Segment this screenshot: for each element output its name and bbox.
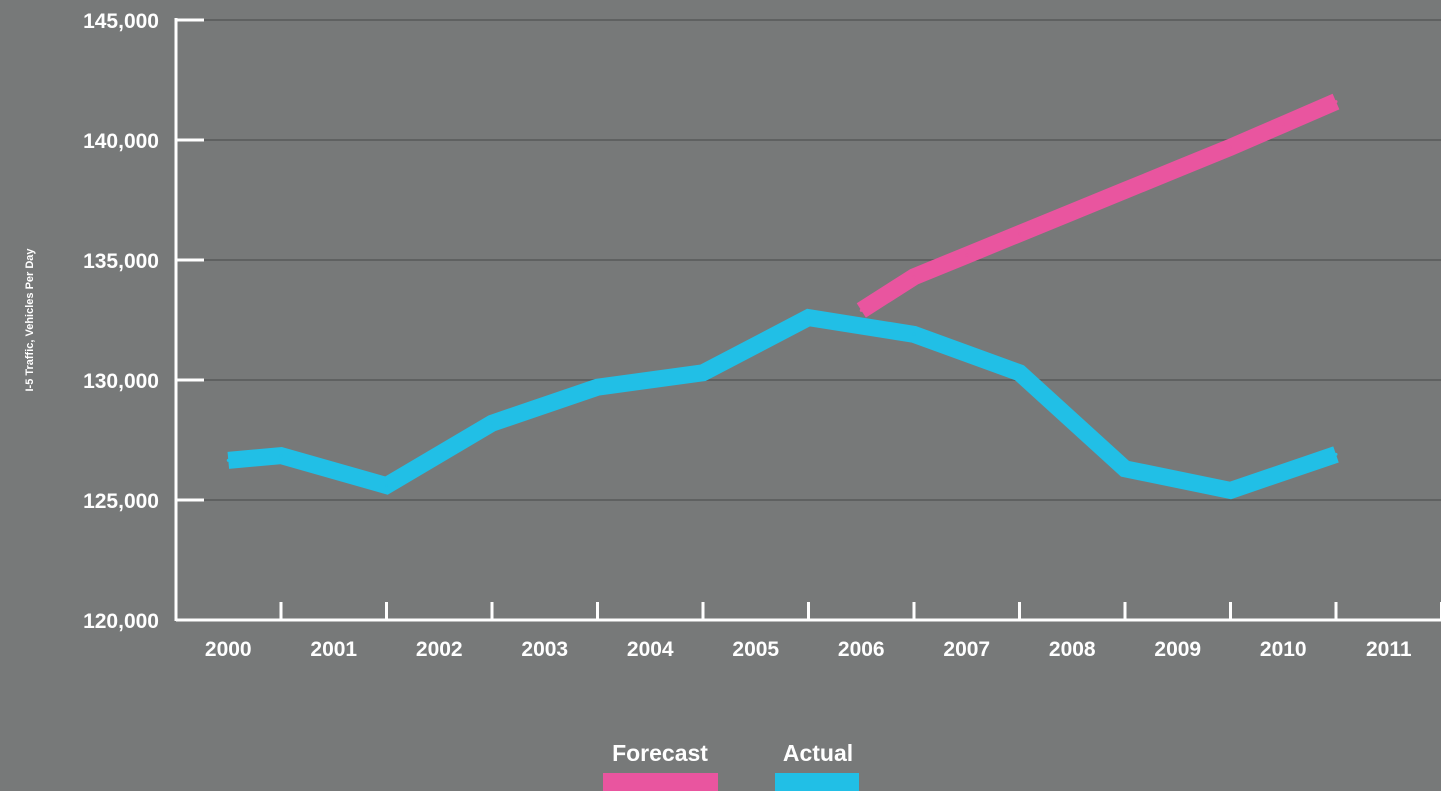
gridlines	[176, 19, 1441, 501]
data-point-actual	[912, 332, 916, 336]
data-point-forecast	[1281, 122, 1285, 126]
y-tick-label: 130,000	[83, 370, 159, 393]
x-tick-label: 2007	[943, 638, 990, 661]
data-point-forecast	[912, 275, 916, 279]
data-point-actual	[1229, 488, 1232, 492]
x-tick-label: 2005	[732, 638, 779, 661]
data-point-actual	[279, 454, 283, 458]
x-tick-label: 2008	[1049, 638, 1096, 661]
x-tick-label: 2001	[310, 638, 357, 661]
data-point-forecast	[965, 253, 969, 257]
data-point-actual	[385, 484, 388, 488]
data-point-actual	[226, 458, 230, 462]
data-point-actual	[701, 371, 705, 375]
data-point-forecast	[859, 308, 863, 312]
x-tick-label: 2003	[521, 638, 568, 661]
x-tick-label: 2006	[838, 638, 885, 661]
y-tick-label: 135,000	[83, 250, 159, 273]
x-tick-label: 2011	[1366, 638, 1412, 661]
data-point-forecast	[1176, 167, 1180, 171]
data-point-forecast	[1229, 145, 1232, 149]
axes: 120,000 125,000 130,000 135,000 140,000 145,0…	[83, 10, 1441, 661]
data-point-forecast	[1070, 210, 1074, 214]
data-point-forecast	[1334, 100, 1338, 104]
y-tick-label: 140,000	[83, 130, 159, 153]
y-tick-label: 145,000	[83, 10, 159, 33]
x-tick-label: 2010	[1260, 638, 1307, 661]
x-tick-label: 2004	[627, 638, 674, 661]
data-point-forecast	[1018, 232, 1021, 236]
legend-swatch-forecast	[603, 773, 718, 791]
legend: Forecast Actual	[603, 740, 859, 791]
y-axis-title: I-5 Traffic, Vehicles Per Day	[24, 248, 36, 392]
series-line-forecast	[856, 93, 1340, 318]
legend-label-actual: Actual	[783, 740, 853, 766]
legend-label-forecast: Forecast	[612, 740, 708, 766]
data-point-actual	[1334, 452, 1338, 456]
data-point-actual	[1018, 371, 1021, 375]
legend-swatch-actual	[775, 773, 859, 791]
data-point-actual	[596, 385, 599, 389]
data-point-forecast	[1123, 188, 1127, 192]
series-line-actual	[227, 308, 1339, 500]
data-point-actual	[807, 316, 810, 320]
x-tick-label: 2000	[205, 638, 252, 661]
x-tick-label: 2002	[416, 638, 463, 661]
data-point-actual	[490, 421, 494, 425]
y-tick-label: 125,000	[83, 490, 159, 513]
x-tick-label: 2009	[1154, 638, 1201, 661]
data-point-actual	[1123, 467, 1127, 471]
series-lines	[226, 93, 1340, 500]
y-tick-label: 120,000	[83, 610, 159, 633]
